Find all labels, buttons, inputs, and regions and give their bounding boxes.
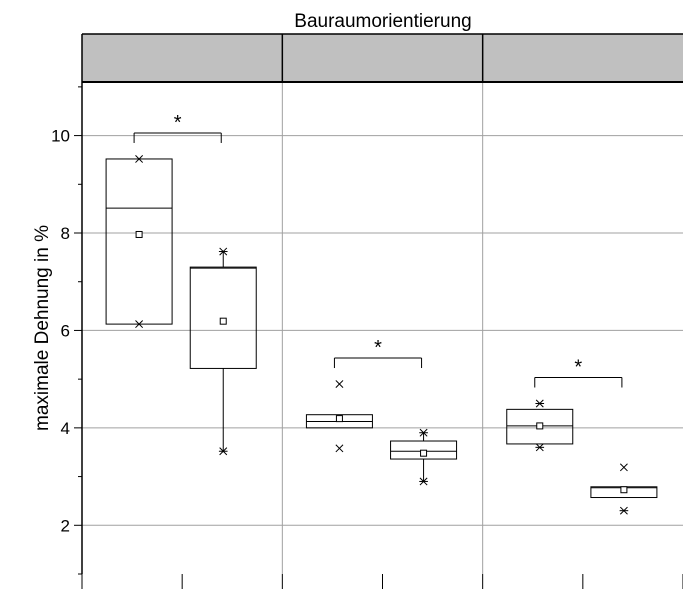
outlier-marker-stroke — [335, 380, 344, 388]
plot-area: 2 4 6 8 10 * * * — [51, 33, 683, 589]
significance-asterisk: * — [374, 337, 382, 359]
y-tick-label: 8 — [61, 224, 70, 243]
y-tick-label: 10 — [51, 127, 70, 146]
box-iqr — [105, 158, 173, 325]
box-mean-marker — [420, 449, 428, 457]
outlier-marker-stroke — [135, 320, 144, 329]
significance-asterisk: * — [574, 357, 582, 379]
y-tick-label: 4 — [61, 419, 70, 438]
box-mean-marker — [135, 230, 143, 238]
box-mean-marker — [536, 422, 544, 430]
outlier-marker-stroke — [135, 155, 144, 163]
outlier-marker-stroke — [619, 463, 628, 472]
significance-asterisk: * — [174, 112, 182, 134]
box-mean-marker — [335, 415, 343, 423]
panel-header-band — [82, 34, 683, 82]
y-tick-label: 2 — [61, 516, 70, 535]
box-mean-marker — [219, 317, 227, 325]
y-tick-label: 6 — [61, 321, 70, 340]
box-mean-marker — [620, 486, 628, 494]
box-iqr — [390, 440, 458, 460]
y-axis-label: maximale Dehnung in % — [32, 225, 53, 431]
chart-title: Bauraumorientierung — [294, 11, 471, 32]
box-iqr — [189, 266, 257, 369]
box-iqr — [506, 408, 574, 445]
outlier-marker-stroke — [335, 444, 344, 453]
